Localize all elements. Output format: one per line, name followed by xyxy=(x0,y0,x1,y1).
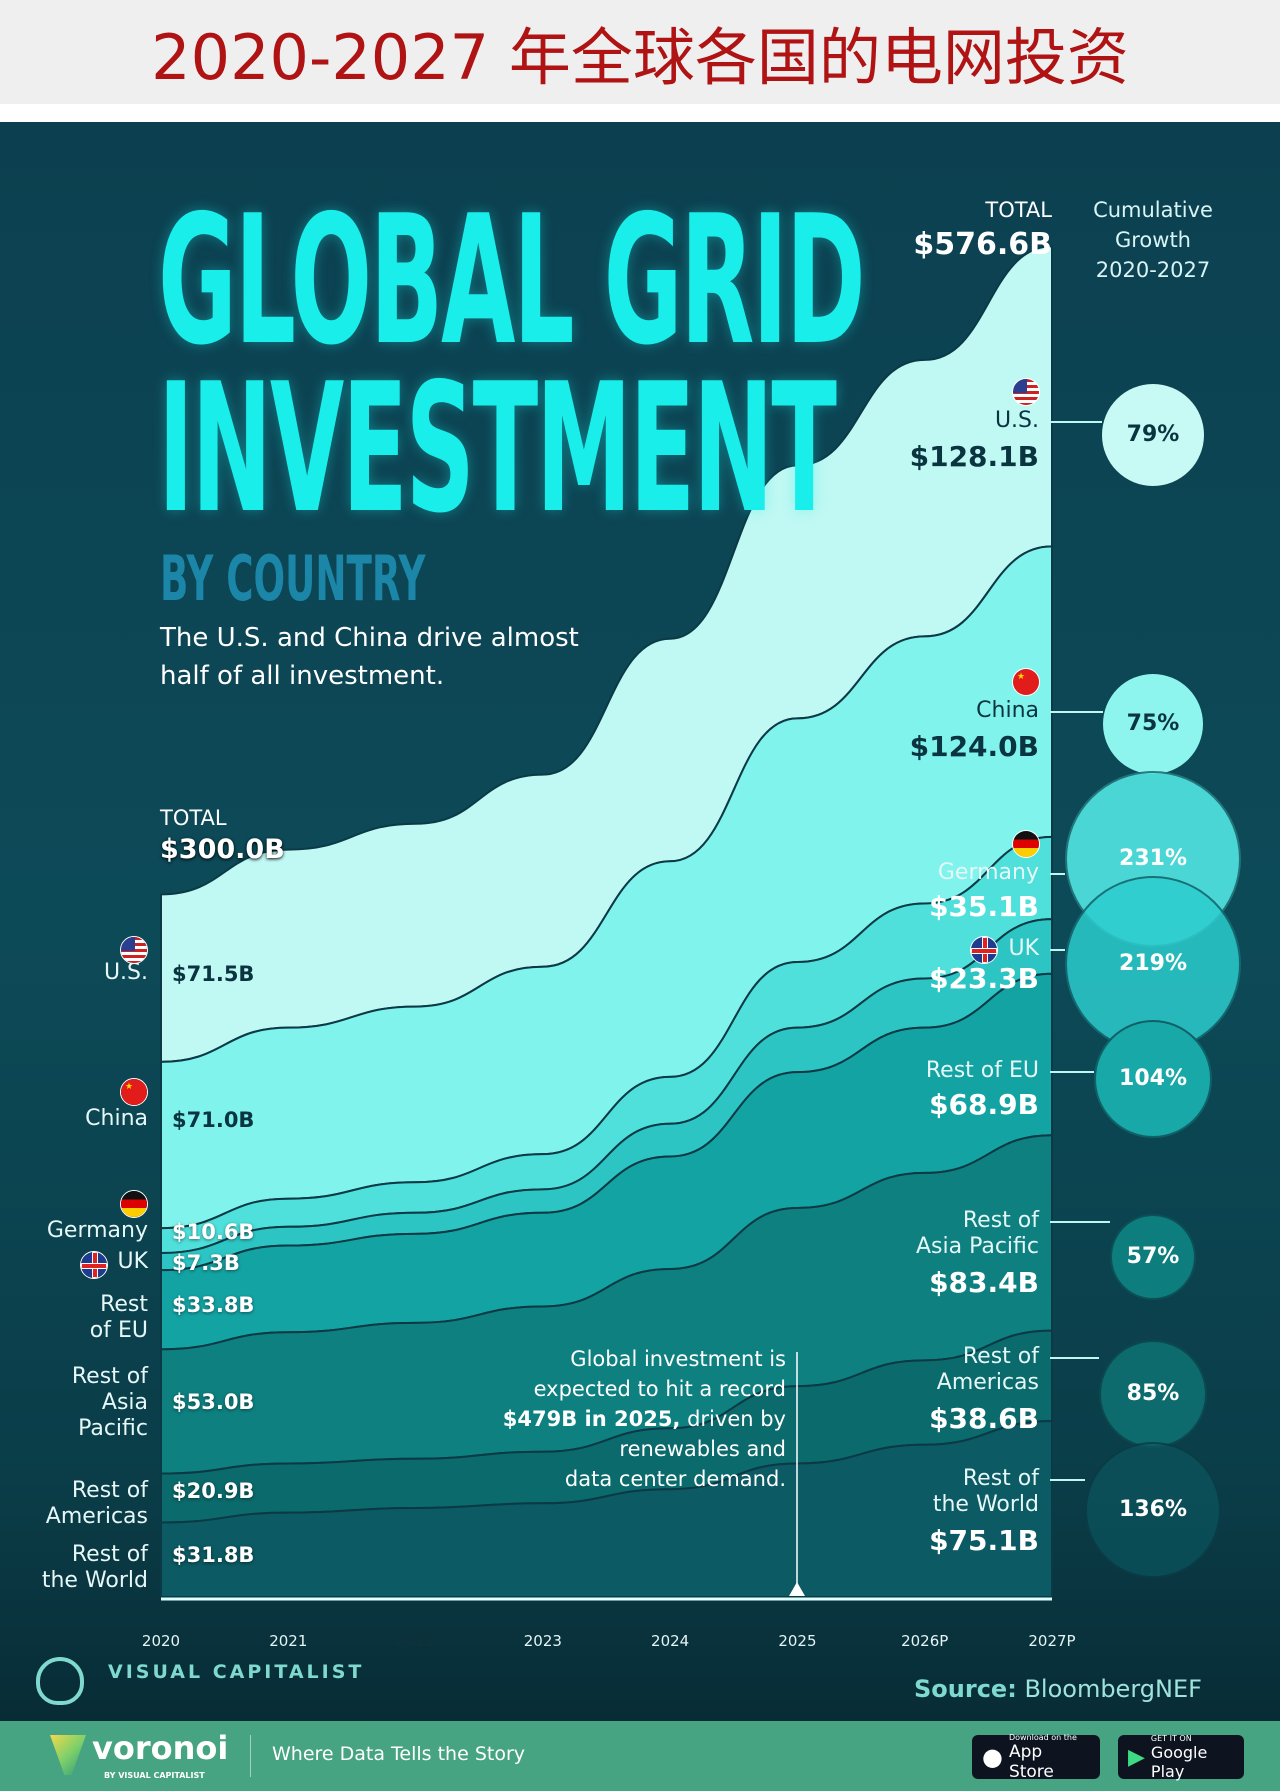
x-tick-label: 2022 xyxy=(396,1632,434,1650)
start-value-label: $53.0B xyxy=(172,1390,255,1414)
connector-line xyxy=(1050,949,1065,951)
end-value-label: $35.1B xyxy=(929,890,1039,923)
left-label: Rest of Americas xyxy=(45,1478,148,1529)
visual-capitalist-logo: VISUAL CAPITALIST xyxy=(108,1661,365,1683)
cn-flag-icon: ★ xyxy=(120,1078,148,1106)
start-value-label: $31.8B xyxy=(172,1543,255,1567)
start-total-label: TOTAL xyxy=(160,806,227,830)
divider xyxy=(250,1735,251,1777)
end-value-label: $68.9B xyxy=(929,1088,1039,1121)
annotation: Global investment is expected to hit a r… xyxy=(502,1347,786,1491)
x-tick-label: 2023 xyxy=(524,1632,562,1650)
x-tick-label: 2021 xyxy=(269,1632,307,1650)
google-play-button[interactable]: ▶ GET IT ON Google Play xyxy=(1118,1734,1244,1781)
app-store-button[interactable]: ● Download on the App Store xyxy=(972,1733,1100,1782)
growth-value: 104% xyxy=(1119,1066,1187,1091)
growth-value: 219% xyxy=(1119,951,1187,976)
end-total-value: $576.6B xyxy=(913,227,1052,262)
left-label: Rest of Asia Pacific xyxy=(71,1364,148,1441)
x-tick-label: 2024 xyxy=(651,1632,689,1650)
growth-header: Cumulative Growth 2020-2027 xyxy=(1093,198,1213,282)
end-value-label: $23.3B xyxy=(929,962,1039,995)
infographic: 2020 2021 2022 2023 2024 2025 2026P 2027P GLOBA… xyxy=(0,122,1280,1721)
right-label: Rest of the World xyxy=(932,1466,1039,1517)
start-value-label: $33.8B xyxy=(172,1293,255,1317)
us-flag-icon xyxy=(1012,378,1040,406)
x-tick-label: 2025 xyxy=(778,1632,816,1650)
uk-flag-icon xyxy=(80,1251,108,1279)
growth-bubble xyxy=(1099,1340,1207,1448)
banner: 2020-2027 年全球各国的电网投资 xyxy=(0,0,1280,104)
growth-bubble xyxy=(1094,1020,1212,1138)
start-value-label: $7.3B xyxy=(172,1251,240,1275)
stacked-area-chart: 2020 2021 2022 2023 2024 2025 2026P 2027P xyxy=(142,245,1076,1650)
start-value-label: $71.0B xyxy=(172,1108,255,1132)
growth-value: 85% xyxy=(1126,1381,1180,1406)
footer-bar: voronoi BY VISUAL CAPITALIST Where Data … xyxy=(0,1721,1280,1791)
left-label: Rest of EU xyxy=(89,1292,148,1343)
connector-line xyxy=(1050,873,1065,875)
voronoi-logo-icon xyxy=(50,1735,86,1775)
right-label: U.S. xyxy=(994,408,1039,433)
connector-line xyxy=(1050,421,1102,423)
uk-flag-icon xyxy=(970,936,998,964)
growth-bubble xyxy=(1085,1442,1221,1578)
right-label: Rest of Americas xyxy=(936,1344,1039,1395)
start-total-value: $300.0B xyxy=(160,834,285,865)
end-value-label: $75.1B xyxy=(929,1524,1039,1557)
connector-line xyxy=(1050,1479,1085,1481)
growth-bubble xyxy=(1103,674,1203,774)
play-icon: ▶ xyxy=(1128,1744,1145,1770)
start-value-label: $71.5B xyxy=(172,962,255,986)
subtitle: BY COUNTRY xyxy=(160,542,426,615)
x-tick-label: 2027P xyxy=(1028,1632,1075,1650)
x-tick-label: 2020 xyxy=(142,1632,180,1650)
de-flag-icon xyxy=(120,1190,148,1218)
connector-line xyxy=(1050,711,1103,713)
connector-line xyxy=(1050,1357,1099,1359)
end-total-label: TOTAL xyxy=(985,198,1052,222)
end-value-label: $83.4B xyxy=(929,1266,1039,1299)
right-label: Rest of EU xyxy=(925,1058,1039,1083)
apple-icon: ● xyxy=(982,1743,1003,1771)
voronoi-sub: BY VISUAL CAPITALIST xyxy=(104,1771,205,1780)
right-label: UK xyxy=(1008,936,1039,961)
growth-bubble xyxy=(1102,384,1204,486)
connector-line xyxy=(1050,1071,1094,1073)
connector-line xyxy=(1050,1221,1110,1223)
end-value-label: $124.0B xyxy=(909,730,1039,763)
right-label: Germany xyxy=(937,860,1039,885)
banner-title: 2020-2027 年全球各国的电网投资 xyxy=(151,21,1129,94)
start-value-label: $20.9B xyxy=(172,1479,255,1503)
annotation-marker-icon xyxy=(789,1582,805,1596)
area-rest-of-the-world xyxy=(160,1420,1053,1599)
source: Source: BloombergNEF xyxy=(914,1675,1202,1703)
growth-bubble xyxy=(1110,1214,1196,1300)
end-value-label: $38.6B xyxy=(929,1402,1039,1435)
left-label: Germany xyxy=(46,1218,148,1243)
left-label: Rest of the World xyxy=(41,1542,148,1593)
growth-value: 79% xyxy=(1126,422,1180,447)
end-value-label: $128.1B xyxy=(909,440,1039,473)
us-flag-icon xyxy=(120,936,148,964)
x-tick-label: 2026P xyxy=(901,1632,948,1650)
growth-value: 75% xyxy=(1126,711,1180,736)
main-title: GLOBAL GRID INVESTMENT xyxy=(158,177,866,552)
voronoi-logo: voronoi xyxy=(92,1729,229,1767)
growth-value: 136% xyxy=(1119,1497,1187,1522)
left-label: UK xyxy=(117,1249,148,1274)
left-label: China xyxy=(85,1106,148,1131)
tagline: Where Data Tells the Story xyxy=(272,1743,526,1765)
start-value-label: $10.6B xyxy=(172,1220,255,1244)
visual-capitalist-logo-icon xyxy=(36,1657,84,1705)
right-label: China xyxy=(976,698,1039,723)
right-label: Rest of Asia Pacific xyxy=(915,1208,1039,1259)
growth-value: 57% xyxy=(1126,1244,1180,1269)
left-label: U.S. xyxy=(103,960,148,985)
growth-value: 231% xyxy=(1119,846,1187,871)
description: The U.S. and China drive almost half of a… xyxy=(160,623,579,691)
de-flag-icon xyxy=(1012,830,1040,858)
cn-flag-icon: ★ xyxy=(1012,668,1040,696)
